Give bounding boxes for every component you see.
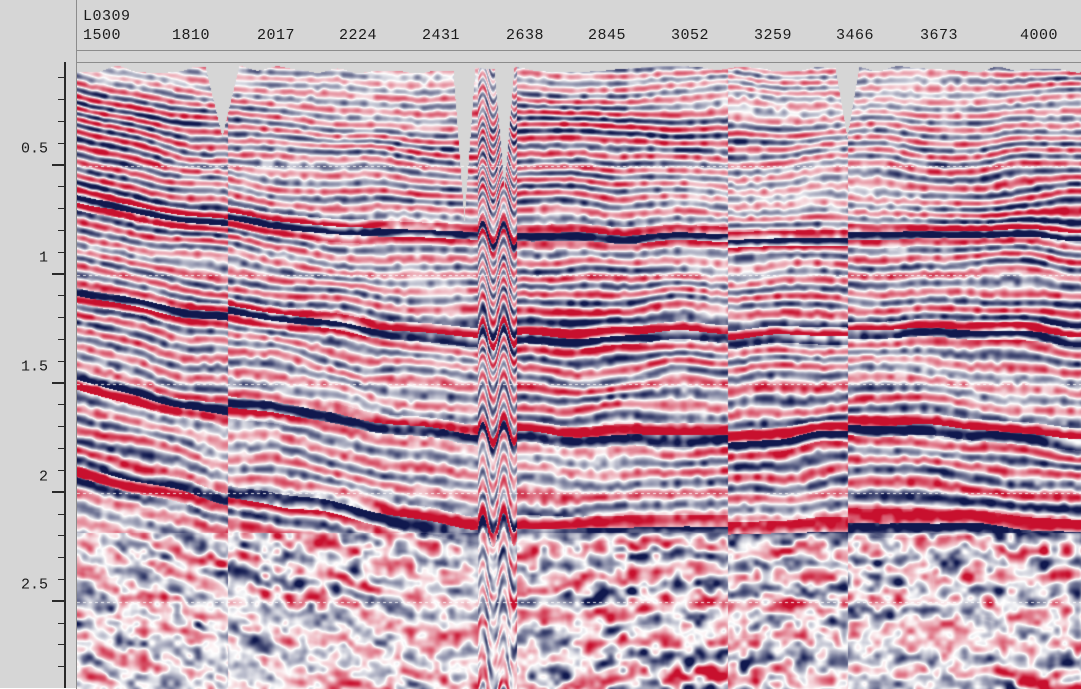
minor-tick xyxy=(58,426,64,428)
minor-tick xyxy=(58,578,64,580)
minor-tick xyxy=(58,99,64,101)
trace-axis: L0309 1500 1810 2017 2224 2431 2638 2845… xyxy=(76,0,1081,62)
minor-tick xyxy=(58,360,64,362)
time-axis: 0.5 1 1.5 2 2.5 xyxy=(0,62,76,688)
minor-tick xyxy=(58,666,64,668)
minor-tick xyxy=(58,295,64,297)
trace-label: 3259 xyxy=(754,27,793,44)
minor-tick xyxy=(58,186,64,188)
trace-label: 1810 xyxy=(172,27,211,44)
trace-axis-line xyxy=(77,50,1081,51)
minor-tick xyxy=(58,644,64,646)
major-tick xyxy=(52,599,64,602)
minor-tick xyxy=(58,469,64,471)
time-label: 2 xyxy=(38,468,48,486)
seismic-display-panel[interactable] xyxy=(76,62,1081,689)
seismic-amplitude-image[interactable] xyxy=(77,63,1081,689)
trace-label: 2017 xyxy=(257,27,296,44)
time-label: 1 xyxy=(38,249,48,267)
minor-tick xyxy=(58,229,64,231)
trace-label: 4000 xyxy=(1020,27,1059,44)
major-tick xyxy=(52,163,64,166)
trace-label: 3673 xyxy=(920,27,959,44)
minor-tick xyxy=(58,557,64,559)
minor-tick xyxy=(58,404,64,406)
trace-label: 3466 xyxy=(836,27,875,44)
minor-tick xyxy=(58,622,64,624)
minor-tick xyxy=(58,251,64,253)
trace-label: 1500 xyxy=(83,27,122,44)
minor-tick xyxy=(58,142,64,144)
trace-label: 2638 xyxy=(506,27,545,44)
time-axis-spine xyxy=(64,62,66,688)
minor-tick xyxy=(58,77,64,79)
time-label: 2.5 xyxy=(20,576,48,594)
major-tick xyxy=(52,272,64,275)
trace-label: 2224 xyxy=(339,27,378,44)
line-name-label: L0309 xyxy=(83,8,131,25)
minor-tick xyxy=(58,535,64,537)
trace-label: 2845 xyxy=(588,27,627,44)
minor-tick xyxy=(58,317,64,319)
major-tick xyxy=(52,490,64,493)
time-label: 1.5 xyxy=(20,358,48,376)
trace-label: 2431 xyxy=(422,27,461,44)
minor-tick xyxy=(58,120,64,122)
minor-tick xyxy=(58,208,64,210)
major-tick xyxy=(52,381,64,384)
minor-tick xyxy=(58,448,64,450)
minor-tick xyxy=(58,339,64,340)
trace-label: 3052 xyxy=(671,27,710,44)
minor-tick xyxy=(58,513,64,515)
time-label: 0.5 xyxy=(20,140,48,158)
axis-corner xyxy=(0,0,76,62)
